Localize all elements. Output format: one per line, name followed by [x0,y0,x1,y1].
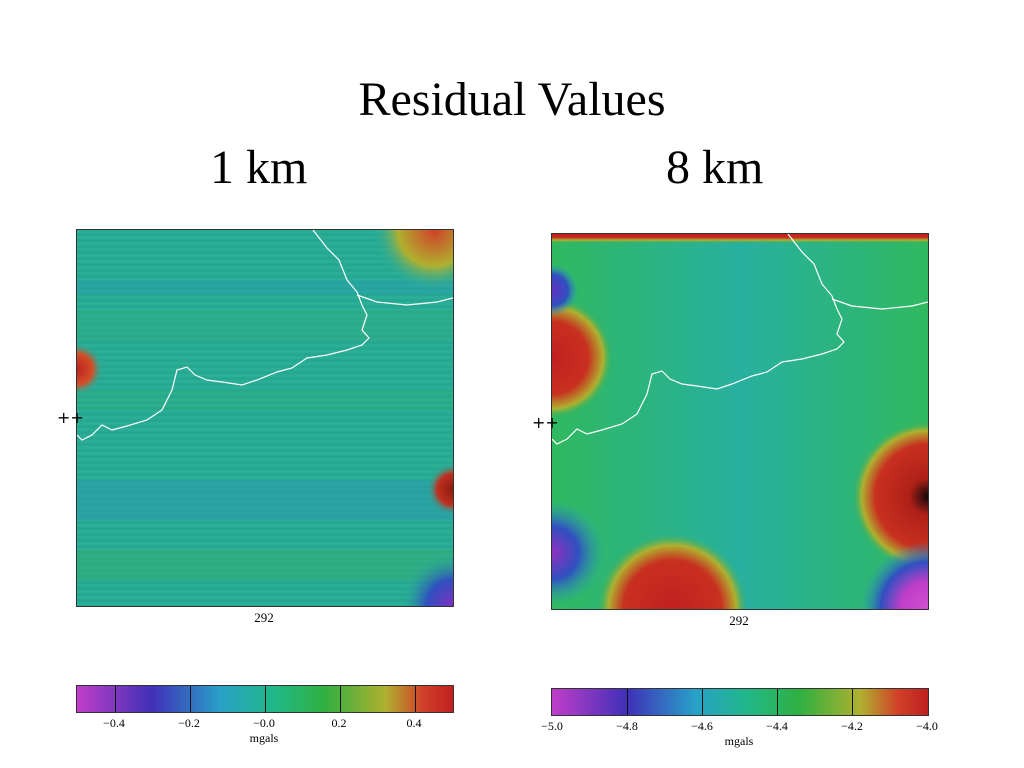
colorbar-8km-label: −5.0 [541,719,563,733]
colorbar-8km-label: −4.8 [616,719,638,733]
subtitle-1km: 1 km [210,141,308,194]
x-tick-label-1km: 292 [254,610,274,625]
colorbar-1km-label: 0.2 [331,716,347,730]
colorbar-tick [852,689,853,715]
colorbar-8km-label: −4.4 [766,719,788,733]
colorbar-8km-label: −4.2 [841,719,863,733]
colorbar-1km-label: −0.4 [103,716,125,730]
colorbar-tick [777,689,778,715]
colorbar-tick [702,689,703,715]
slide-title: Residual Values [358,73,666,126]
residual-map-8km [551,233,929,610]
colorbar-tick [265,686,266,712]
coastline-1km [77,230,453,441]
colorbar-1km [76,685,454,713]
colorbar-8km-unit: mgals [724,734,754,748]
residual-map-1km [76,229,454,607]
colorbar-1km-unit: mgals [249,731,279,745]
colorbar-tick [415,686,416,712]
x-tick-label-8km: 292 [729,613,749,628]
coastline-8km [552,234,928,445]
colorbar-1km-label: −0.0 [253,716,275,730]
colorbar-1km-label: −0.2 [178,716,200,730]
y-mark-8km: ++ [532,413,559,432]
colorbar-tick [190,686,191,712]
subtitle-8km: 8 km [666,141,764,194]
colorbar-tick [340,686,341,712]
colorbar-8km [551,688,929,716]
colorbar-1km-label: 0.4 [406,716,422,730]
y-mark-1km: ++ [57,408,84,427]
colorbar-8km-label: −4.0 [916,719,938,733]
colorbar-8km-label: −4.6 [691,719,713,733]
colorbar-tick [627,689,628,715]
colorbar-tick [115,686,116,712]
